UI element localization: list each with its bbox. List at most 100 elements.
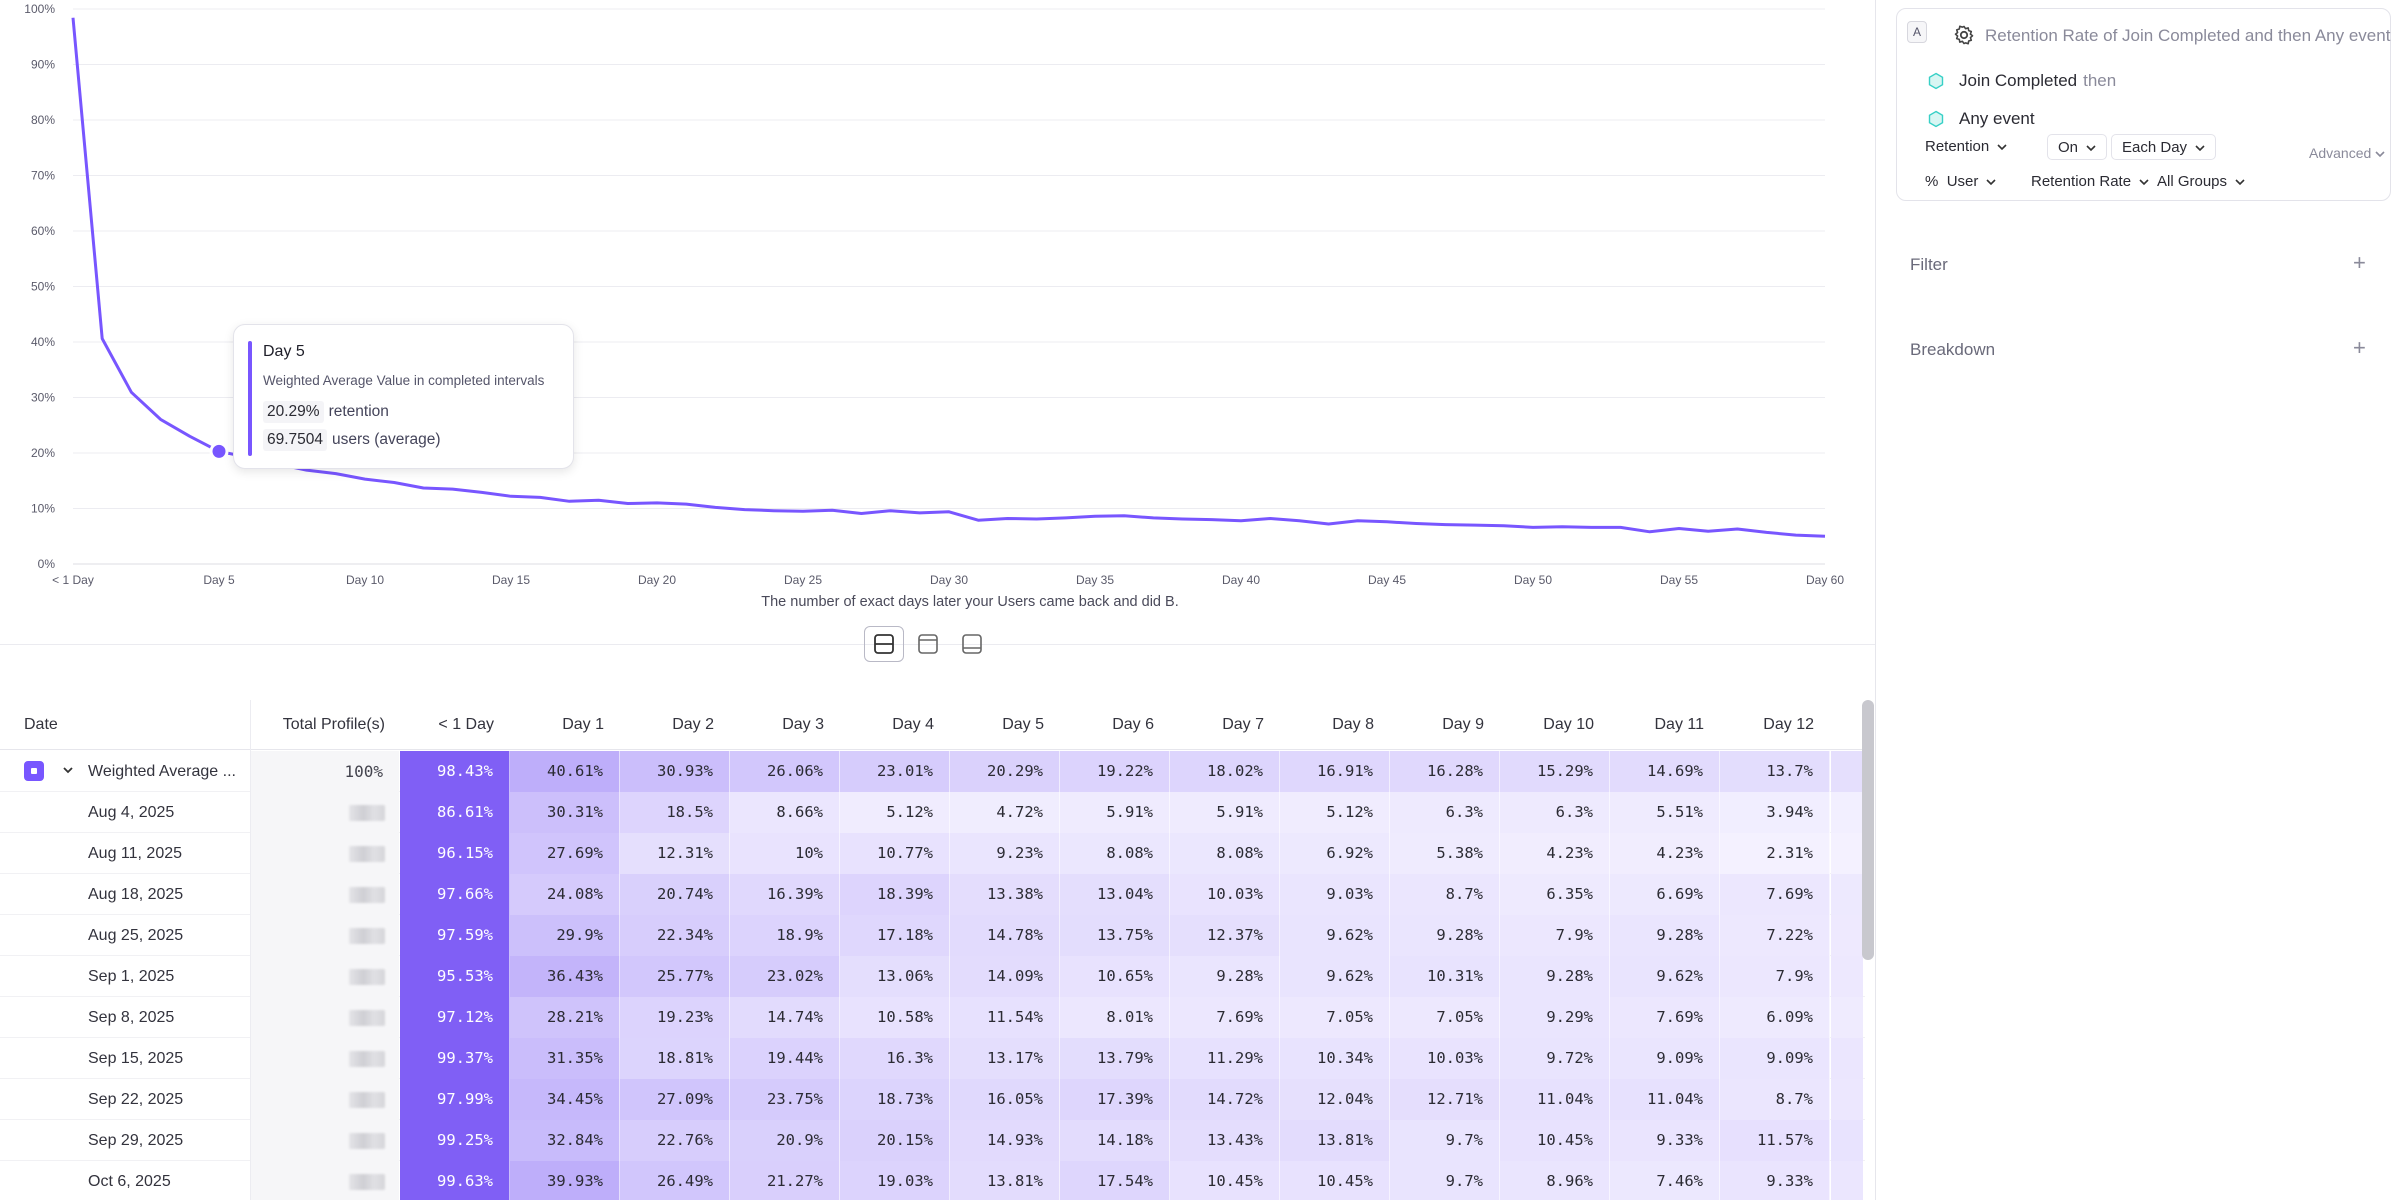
retention-cell[interactable]: 7.69% xyxy=(1170,997,1280,1038)
retention-cell[interactable]: 97.59% xyxy=(400,915,510,956)
event-step-1[interactable]: Join Completed then xyxy=(1927,68,2116,94)
add-breakdown-plus-icon[interactable]: + xyxy=(2353,335,2366,360)
retention-cell[interactable]: 9.62% xyxy=(1280,915,1390,956)
retention-cell[interactable]: 7.69% xyxy=(1720,874,1830,915)
retention-cell[interactable]: 23.75% xyxy=(730,1079,840,1120)
retention-cell[interactable]: 7.05% xyxy=(1390,997,1500,1038)
table-row[interactable]: Aug 4, 2025 86.61% 30.31% 18.5% 8.66% 5.12% 4.… xyxy=(0,792,1865,833)
chevron-down-icon[interactable] xyxy=(60,762,76,778)
retention-cell[interactable]: 9.62% xyxy=(1610,956,1720,997)
day-column-header[interactable]: Day 1 xyxy=(562,716,604,733)
retention-cell[interactable]: 13.81% xyxy=(1280,1120,1390,1161)
gear-icon[interactable] xyxy=(1953,24,1975,46)
retention-cell[interactable]: 7.9% xyxy=(1720,956,1830,997)
retention-cell[interactable]: 14.09% xyxy=(950,956,1060,997)
table-row[interactable]: Sep 8, 2025 97.12% 28.21% 19.23% 14.74% 10.58… xyxy=(0,997,1865,1038)
retention-cell[interactable]: 13.06% xyxy=(840,956,950,997)
retention-cell[interactable]: 10.31% xyxy=(1390,956,1500,997)
table-row[interactable]: Aug 18, 2025 97.66% 24.08% 20.74% 16.39% 18.3… xyxy=(0,874,1865,915)
retention-cell[interactable]: 13.04% xyxy=(1060,874,1170,915)
table-row[interactable]: Sep 29, 2025 99.25% 32.84% 22.76% 20.9% 20.15… xyxy=(0,1120,1865,1161)
retention-cell[interactable]: 9.7% xyxy=(1390,1161,1500,1200)
retention-cell[interactable]: 15.29% xyxy=(1500,751,1610,792)
retention-cell[interactable]: 10.65% xyxy=(1060,956,1170,997)
retention-cell[interactable]: 30.31% xyxy=(510,792,620,833)
retention-cell[interactable]: 6.3% xyxy=(1390,792,1500,833)
day-column-header[interactable]: Day 5 xyxy=(1002,716,1044,733)
retention-cell[interactable]: 6.92% xyxy=(1280,833,1390,874)
retention-cell[interactable]: 9.72% xyxy=(1500,1038,1610,1079)
retention-cell[interactable]: 21.27% xyxy=(730,1161,840,1200)
retention-cell[interactable]: 5.51% xyxy=(1610,792,1720,833)
retention-cell[interactable]: 18.39% xyxy=(840,874,950,915)
retention-cell[interactable]: 9.28% xyxy=(1610,915,1720,956)
retention-cell[interactable]: 17.54% xyxy=(1060,1161,1170,1200)
retention-cell[interactable]: 10.45% xyxy=(1280,1161,1390,1200)
chart-only-view-button[interactable] xyxy=(908,626,948,662)
retention-cell[interactable]: 12.37% xyxy=(1170,915,1280,956)
retention-cell[interactable]: 18.02% xyxy=(1170,751,1280,792)
measurement-dropdown[interactable]: Retention Rate xyxy=(2021,169,2159,195)
retention-cell[interactable]: 11.54% xyxy=(950,997,1060,1038)
retention-cell[interactable]: 13.17% xyxy=(950,1038,1060,1079)
retention-cell[interactable]: 14.78% xyxy=(950,915,1060,956)
retention-cell[interactable]: 19.44% xyxy=(730,1038,840,1079)
retention-cell[interactable]: 36.43% xyxy=(510,956,620,997)
retention-cell[interactable]: 14.69% xyxy=(1610,751,1720,792)
retention-cell[interactable]: 20.74% xyxy=(620,874,730,915)
retention-cell[interactable]: 9.03% xyxy=(1280,874,1390,915)
retention-cell[interactable]: 20.9% xyxy=(730,1120,840,1161)
retention-cell[interactable]: 6.35% xyxy=(1500,874,1610,915)
retention-cell[interactable]: 12.31% xyxy=(620,833,730,874)
retention-cell[interactable]: 19.03% xyxy=(840,1161,950,1200)
retention-cell[interactable]: 16.05% xyxy=(950,1079,1060,1120)
metric-title[interactable]: Retention Rate of Join Completed and the… xyxy=(1985,26,2391,45)
retention-cell[interactable]: 7.46% xyxy=(1610,1161,1720,1200)
retention-cell[interactable]: 18.73% xyxy=(840,1079,950,1120)
retention-cell[interactable]: 4.23% xyxy=(1610,833,1720,874)
day-column-header[interactable]: < 1 Day xyxy=(438,716,494,733)
table-row[interactable]: Oct 6, 2025 99.63% 39.93% 26.49% 21.27% 19.03… xyxy=(0,1161,1865,1200)
retention-cell[interactable]: 8.08% xyxy=(1060,833,1170,874)
retention-cell[interactable]: 8.08% xyxy=(1170,833,1280,874)
retention-cell[interactable]: 39.93% xyxy=(510,1161,620,1200)
retention-cell[interactable]: 9.28% xyxy=(1500,956,1610,997)
retention-cell[interactable]: 7.22% xyxy=(1720,915,1830,956)
retention-cell[interactable]: 97.66% xyxy=(400,874,510,915)
retention-cell[interactable]: 5.12% xyxy=(1280,792,1390,833)
retention-cell[interactable]: 12.04% xyxy=(1280,1079,1390,1120)
retention-cell[interactable]: 10% xyxy=(730,833,840,874)
split-view-button[interactable] xyxy=(864,626,904,662)
retention-cell[interactable]: 8.66% xyxy=(730,792,840,833)
highlighted-data-point[interactable] xyxy=(209,441,229,461)
add-filter-plus-icon[interactable]: + xyxy=(2353,250,2366,275)
retention-cell[interactable]: 97.12% xyxy=(400,997,510,1038)
retention-cell[interactable]: 10.77% xyxy=(840,833,950,874)
on-dropdown[interactable]: On xyxy=(2047,134,2108,160)
retention-cell[interactable]: 11.29% xyxy=(1170,1038,1280,1079)
retention-cell[interactable]: 27.09% xyxy=(620,1079,730,1120)
retention-cell[interactable]: 5.12% xyxy=(840,792,950,833)
retention-cell[interactable]: 9.28% xyxy=(1390,915,1500,956)
retention-cell[interactable]: 25.77% xyxy=(620,956,730,997)
retention-cell[interactable]: 7.9% xyxy=(1500,915,1610,956)
table-row[interactable]: Sep 22, 2025 97.99% 34.45% 27.09% 23.75% 18.7… xyxy=(0,1079,1865,1120)
retention-cell[interactable]: 11.57% xyxy=(1720,1120,1830,1161)
weighted-average-row[interactable]: Weighted Average ... 100% 98.43% 40.61% 30.9… xyxy=(0,751,1865,792)
table-row[interactable]: Sep 1, 2025 95.53% 36.43% 25.77% 23.02% 13.06… xyxy=(0,956,1865,997)
retention-cell[interactable]: 28.21% xyxy=(510,997,620,1038)
retention-cell[interactable]: 99.25% xyxy=(400,1120,510,1161)
retention-cell[interactable]: 18.81% xyxy=(620,1038,730,1079)
day-column-header[interactable]: Day 8 xyxy=(1332,716,1374,733)
table-row[interactable]: Sep 15, 2025 99.37% 31.35% 18.81% 19.44% 16.3… xyxy=(0,1038,1865,1079)
retention-cell[interactable]: 13.38% xyxy=(950,874,1060,915)
retention-cell[interactable]: 14.72% xyxy=(1170,1079,1280,1120)
retention-cell[interactable]: 9.7% xyxy=(1390,1120,1500,1161)
retention-cell[interactable]: 10.45% xyxy=(1500,1120,1610,1161)
retention-cell[interactable]: 9.33% xyxy=(1720,1161,1830,1200)
retention-cell[interactable]: 8.7% xyxy=(1390,874,1500,915)
retention-cell[interactable]: 13.79% xyxy=(1060,1038,1170,1079)
retention-cell[interactable]: 98.43% xyxy=(400,751,510,792)
retention-cell[interactable]: 96.15% xyxy=(400,833,510,874)
percent-user-dropdown[interactable]: % User xyxy=(1915,169,2006,195)
